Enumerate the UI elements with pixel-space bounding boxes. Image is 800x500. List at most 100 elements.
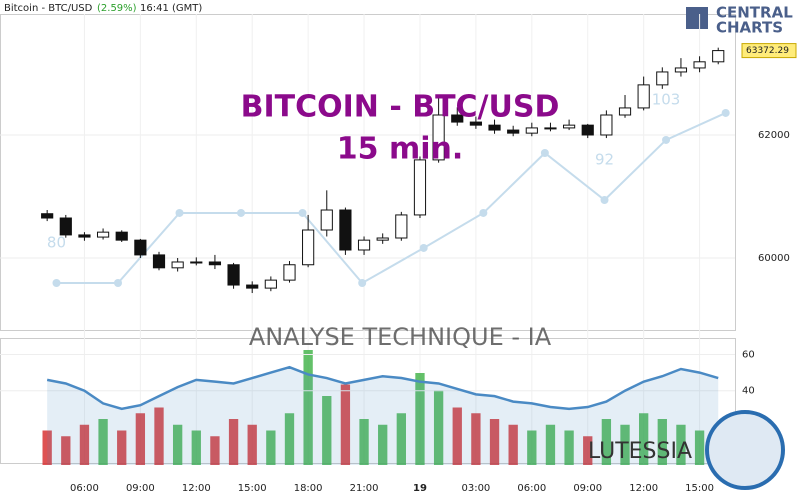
volume-bar (303, 350, 313, 465)
volume-bar (396, 413, 406, 465)
x-tick-label: 03:00 (461, 483, 490, 494)
volume-bar (694, 430, 705, 465)
candle-body (451, 114, 464, 123)
candle-body (246, 284, 259, 289)
avatar (705, 410, 785, 490)
volume-bar (508, 424, 518, 465)
watermark-brand: LUTESSIA (588, 439, 692, 464)
volume-bar (452, 407, 462, 465)
x-tick-label: 15:00 (238, 483, 267, 494)
candle-body (190, 261, 203, 264)
candle-body (320, 209, 333, 231)
volume-bar (135, 413, 146, 465)
volume-bar (359, 419, 369, 465)
volume-bar (564, 430, 574, 465)
main-panel (0, 14, 736, 331)
volume-bar (172, 424, 183, 465)
ia-point (175, 208, 184, 217)
ia-point (298, 208, 307, 217)
candle-body (693, 61, 706, 69)
watermark-section: ANALYSE TECHNIQUE - IA (249, 323, 552, 351)
candle-body (41, 213, 54, 219)
y-tick-label: 40 (742, 386, 755, 397)
volume-bar (657, 419, 667, 465)
logo-bottom: CHARTS (716, 19, 783, 37)
last-price: 63372.29 (746, 46, 789, 56)
x-tick-label: 15:00 (685, 483, 714, 494)
ia-point (52, 279, 61, 288)
y-tick-label: 62000 (758, 130, 790, 141)
volume-bar (266, 430, 276, 465)
logo-icon (686, 7, 708, 29)
volume-bar (639, 413, 649, 465)
time: 16:41 (GMT) (140, 3, 202, 14)
candle-body (413, 159, 427, 216)
candle-body (302, 229, 315, 266)
candle-body (674, 67, 688, 73)
x-tick-label: 06:00 (517, 483, 546, 494)
volume-bar (471, 413, 481, 465)
candle-body (563, 124, 576, 129)
ia-point (113, 279, 122, 288)
volume-bar (378, 424, 388, 465)
ia-point (237, 208, 246, 217)
volume-bar (620, 424, 630, 465)
ia-line (56, 112, 727, 285)
candle-body (376, 237, 389, 241)
watermark-timeframe: 15 min. (337, 132, 464, 167)
candle-body (656, 71, 669, 86)
change: (2.59%) (97, 3, 137, 14)
candle-body (208, 261, 222, 266)
volume-bar (42, 430, 52, 465)
ia-label: 92 (595, 150, 614, 168)
candle-body (600, 114, 613, 136)
ia-label: 103 (652, 90, 681, 108)
candle-body (78, 234, 91, 238)
volume-bar (545, 424, 556, 465)
x-tick-label: 12:00 (182, 483, 211, 494)
ia-point (419, 243, 428, 252)
volume-bar (284, 413, 295, 465)
volume-bar (601, 419, 612, 465)
candle-body (488, 124, 501, 131)
x-tick-label: 19 (413, 483, 427, 494)
candle-body (357, 239, 371, 251)
candle-body (96, 231, 110, 238)
ia-point (662, 135, 671, 144)
instrument: Bitcoin - BTC/USD (4, 3, 93, 14)
volume-bar (583, 436, 593, 465)
candle-body (618, 107, 632, 116)
x-tick-label: 21:00 (350, 483, 379, 494)
x-tick-label: 06:00 (70, 483, 99, 494)
candle-body (525, 127, 538, 134)
ia-point (600, 195, 609, 204)
candle-body (581, 124, 594, 136)
price-box (741, 43, 797, 59)
candle-body (152, 254, 166, 269)
candle-body (432, 114, 445, 161)
x-tick-label: 09:00 (126, 483, 155, 494)
volume-bar (79, 424, 90, 465)
candle-body (507, 129, 520, 134)
ia-point (358, 279, 367, 288)
candle-body (59, 217, 72, 236)
y-tick-label: 60 (742, 349, 755, 360)
candle-body (227, 264, 240, 286)
ia-label: 80 (47, 234, 66, 252)
candle-body (469, 121, 482, 126)
oscillator-line (46, 365, 719, 411)
volume-bar (247, 424, 257, 465)
ia-point (479, 208, 488, 217)
volume-bar (228, 419, 239, 465)
volume-bar (527, 430, 537, 465)
candle-body (171, 261, 184, 269)
candle-body (134, 239, 147, 256)
volume-bar (676, 424, 686, 465)
y-tick-label: 60000 (758, 253, 790, 264)
volume-bar (415, 373, 425, 465)
volume-bar (61, 436, 71, 465)
x-tick-label: 18:00 (294, 483, 323, 494)
x-tick-label: 12:00 (629, 483, 658, 494)
